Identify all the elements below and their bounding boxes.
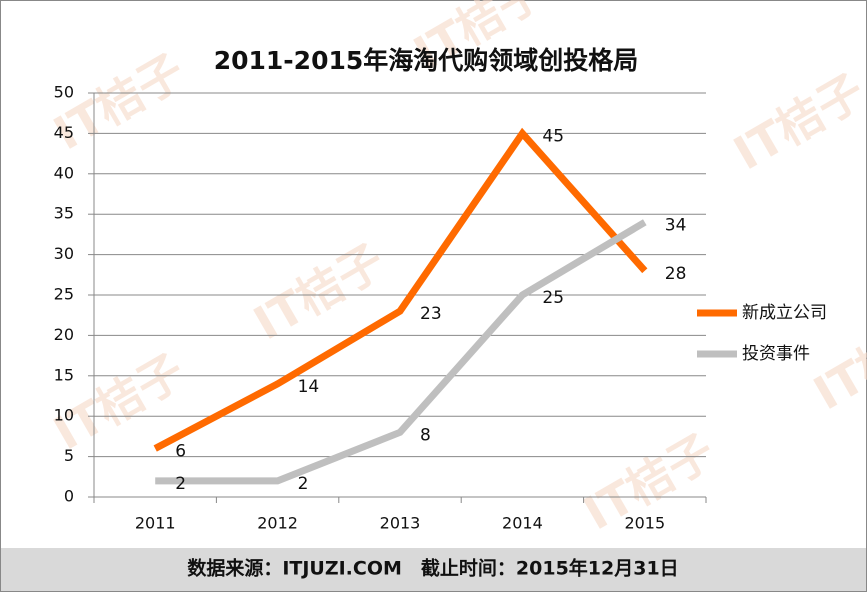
footer: 数据来源：ITJUZI.COM 截止时间：2015年12月31日 — [187, 557, 678, 580]
y-tick-label: 50 — [54, 83, 74, 102]
footer-bg — [1, 548, 866, 591]
y-tick-label: 20 — [54, 325, 74, 344]
series-line — [153, 127, 648, 452]
data-label: 2 — [175, 474, 186, 494]
y-tick-label: 30 — [54, 244, 74, 263]
y-tick-label: 0 — [64, 487, 74, 506]
series-line — [155, 219, 647, 485]
data-label: 14 — [298, 377, 320, 397]
x-tick-label: 2013 — [380, 514, 421, 533]
y-tick-label: 10 — [54, 406, 74, 425]
data-label: 23 — [420, 304, 442, 324]
y-tick-label: 25 — [54, 285, 74, 304]
x-tick-label: 2011 — [135, 514, 176, 533]
data-label: 8 — [420, 425, 431, 445]
y-tick-label: 45 — [54, 123, 74, 142]
data-label: 45 — [542, 126, 564, 146]
data-label: 2 — [298, 474, 309, 494]
x-tick-label: 2014 — [502, 514, 543, 533]
x-tick-label: 2012 — [257, 514, 298, 533]
data-label: 25 — [542, 288, 564, 308]
data-label: 28 — [665, 264, 687, 284]
y-tick-label: 40 — [54, 163, 74, 182]
legend-label: 投资事件 — [742, 344, 810, 364]
y-tick-label: 35 — [54, 204, 74, 223]
data-label: 6 — [175, 442, 186, 462]
data-label: 34 — [665, 215, 687, 235]
y-tick-label: 5 — [64, 446, 74, 465]
x-tick-label: 2015 — [624, 514, 665, 533]
y-tick-label: 15 — [54, 365, 74, 384]
chart-title: 2011-2015年海淘代购领域创投格局 — [214, 46, 639, 75]
legend-label: 新成立公司 — [742, 303, 827, 323]
